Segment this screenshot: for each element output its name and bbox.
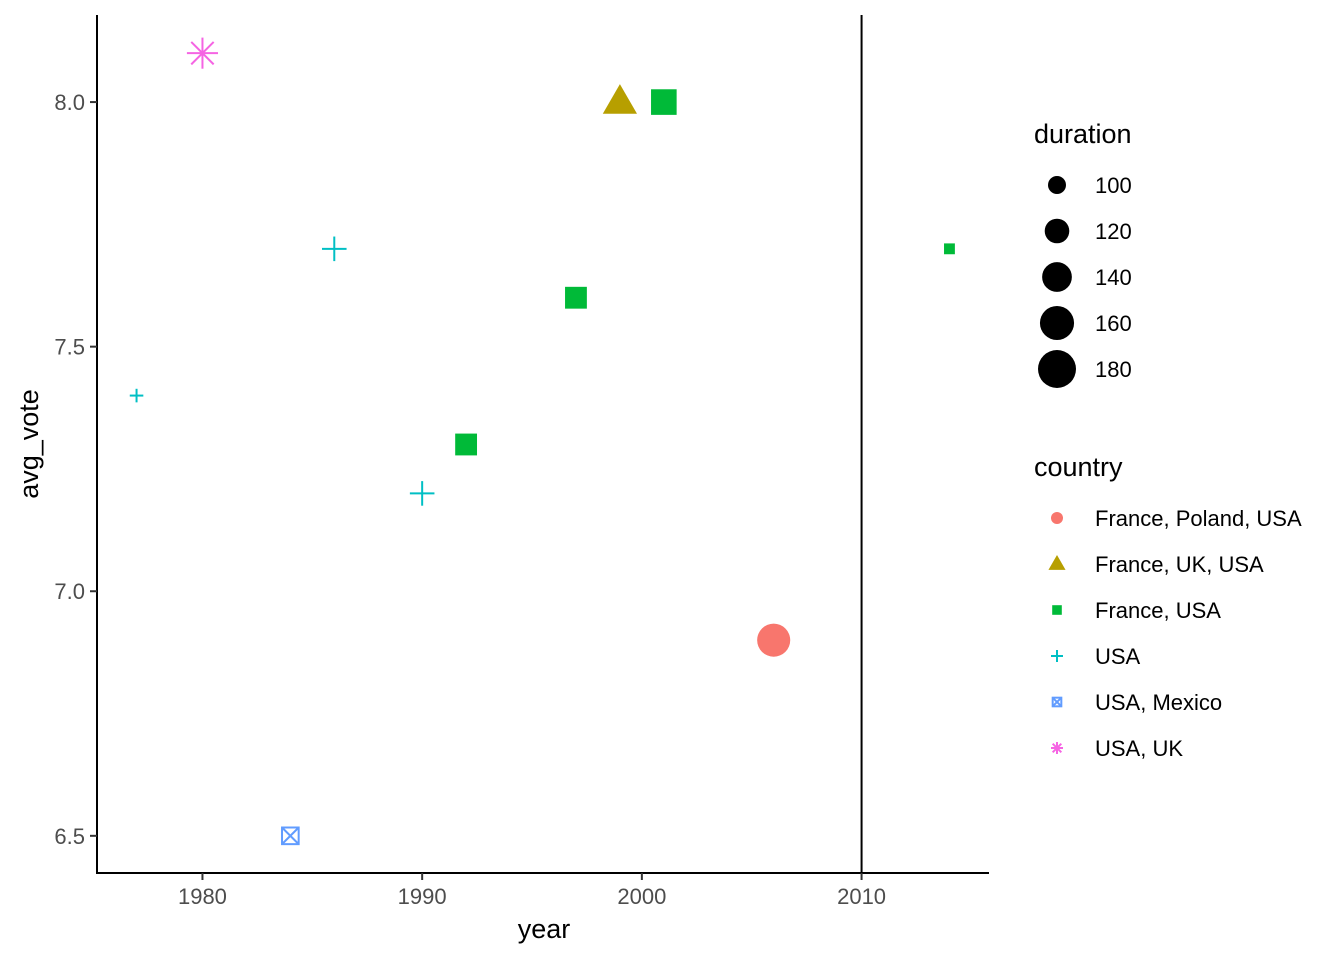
y-axis-label: avg_vote xyxy=(14,389,44,499)
color-legend-label: France, USA xyxy=(1095,598,1221,623)
y-tick-label: 8.0 xyxy=(54,90,85,115)
data-point xyxy=(409,481,435,506)
y-tick-label: 7.5 xyxy=(54,335,85,360)
stroke xyxy=(190,41,215,66)
size-legend-label: 100 xyxy=(1095,173,1132,198)
data-point xyxy=(129,388,144,403)
size-legend-label: 140 xyxy=(1095,265,1132,290)
size-legend-key xyxy=(1039,305,1075,341)
color-legend-key xyxy=(1051,742,1063,754)
size-legend-key xyxy=(1042,262,1072,292)
color-legend-label: France, Poland, USA xyxy=(1095,506,1302,531)
data-point xyxy=(321,236,347,262)
stroke xyxy=(1051,742,1063,754)
size-legend-key xyxy=(1044,218,1070,244)
data-point xyxy=(565,286,587,309)
data-point xyxy=(186,37,219,69)
data-point xyxy=(455,433,478,456)
color-legend-label: USA, Mexico xyxy=(1095,690,1222,715)
stroke xyxy=(281,826,300,845)
y-tick-label: 7.0 xyxy=(54,579,85,604)
color-legend-key xyxy=(1048,555,1066,570)
color-legend-label: USA, UK xyxy=(1095,736,1183,761)
color-legend-key xyxy=(1051,650,1063,662)
size-legend-title: duration xyxy=(1034,119,1132,149)
size-legend-label: 160 xyxy=(1095,311,1132,336)
x-tick-label: 1990 xyxy=(398,884,447,909)
stroke xyxy=(1051,696,1063,708)
stroke xyxy=(281,826,300,846)
stroke xyxy=(1051,696,1063,708)
x-tick-label: 2010 xyxy=(837,884,886,909)
x-tick-label: 2000 xyxy=(617,884,666,909)
data-point xyxy=(281,826,300,846)
x-axis-label: year xyxy=(518,914,571,944)
color-legend-key xyxy=(1052,605,1062,615)
color-legend-key xyxy=(1051,696,1063,708)
x-tick-label: 1980 xyxy=(178,884,227,909)
color-legend-label: France, UK, USA xyxy=(1095,552,1264,577)
size-legend-label: 120 xyxy=(1095,219,1132,244)
data-point xyxy=(944,243,955,255)
color-legend-title: country xyxy=(1034,452,1123,482)
color-legend-key xyxy=(1051,512,1063,524)
size-legend-key xyxy=(1038,350,1076,388)
data-point xyxy=(602,84,637,114)
y-tick-label: 6.5 xyxy=(54,824,85,849)
color-legend-label: USA xyxy=(1095,644,1141,669)
size-legend-key xyxy=(1048,176,1066,194)
data-point xyxy=(651,89,677,115)
data-point xyxy=(757,623,791,657)
size-legend-label: 180 xyxy=(1095,357,1132,382)
